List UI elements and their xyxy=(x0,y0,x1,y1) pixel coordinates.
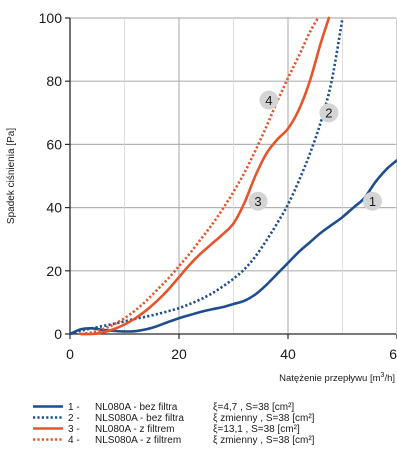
curve-marker-circle xyxy=(248,191,268,211)
x-axis-label-suffix: /h] xyxy=(384,373,395,384)
x-axis-label: Natężenie przepływu [m3/h] xyxy=(279,372,395,384)
y-tick-label: 40 xyxy=(46,200,62,216)
legend-number: 1 - xyxy=(68,402,80,413)
y-tick-label: 20 xyxy=(46,263,62,279)
curve-marker-circle xyxy=(319,103,339,123)
curve-marker-label: 3 xyxy=(254,194,261,209)
legend-number: 2 - xyxy=(68,413,80,424)
legend-number: 3 - xyxy=(68,424,80,435)
tick-labels: 0 20 40 60 80 100 0 20 40 60 xyxy=(39,10,397,362)
legend-name: NL080A - bez filtra xyxy=(95,402,178,413)
curve-marker-label: 2 xyxy=(325,105,332,120)
legend-param: ξ=4,7 , S=38 [cm²] xyxy=(213,402,294,413)
x-tick-label: 40 xyxy=(280,346,296,362)
y-tick-label: 0 xyxy=(54,326,62,342)
series-lines xyxy=(68,16,397,336)
y-tick-label: 100 xyxy=(39,10,63,26)
curve-marker-4: 4 xyxy=(259,90,279,110)
curve-marker-circle xyxy=(362,191,382,211)
legend: 1 - NL080A - bez filtra ξ=4,7 , S=38 [cm²]… xyxy=(33,402,315,446)
legend-item-4: 4 - NLS080A - z filtrem ξ zmienny , S=38 [… xyxy=(33,435,315,446)
series-line-1 xyxy=(68,158,397,336)
curve-marker-circle xyxy=(259,90,279,110)
legend-name: NLS080A - z filtrem xyxy=(95,435,181,446)
curve-marker-2: 2 xyxy=(319,103,339,123)
x-tick-label: 0 xyxy=(66,346,74,362)
legend-item-1: 1 - NL080A - bez filtra ξ=4,7 , S=38 [cm²] xyxy=(33,402,294,413)
axes xyxy=(65,17,397,339)
legend-name: NLS080A - bez filtra xyxy=(95,413,184,424)
x-axis-label-prefix: Natężenie przepływu [m xyxy=(279,373,380,384)
curve-marker-label: 4 xyxy=(265,93,272,108)
y-tick-label: 60 xyxy=(46,136,62,152)
x-axis-label-sup: 3 xyxy=(381,372,385,379)
curve-marker-3: 3 xyxy=(248,191,268,211)
legend-param: ξ=13,1 , S=38 [cm²] xyxy=(213,424,300,435)
x-tick-label: 20 xyxy=(171,346,187,362)
legend-name: NL080A - z filtrem xyxy=(95,424,174,435)
legend-number: 4 - xyxy=(68,435,80,446)
legend-param: ξ zmienny , S=38 [cm²] xyxy=(213,413,315,424)
x-tick-label: 60 xyxy=(389,346,397,362)
grid xyxy=(70,17,397,334)
plot-area xyxy=(70,18,396,334)
legend-item-3: 3 - NL080A - z filtrem ξ=13,1 , S=38 [cm²] xyxy=(33,424,300,435)
y-axis-label: Spadek ciśnienia [Pa] xyxy=(6,128,17,224)
series-line-3 xyxy=(79,16,331,336)
series-line-4 xyxy=(80,17,320,336)
legend-param: ξ zmienny , S=38 [cm²] xyxy=(213,435,315,446)
y-tick-label: 80 xyxy=(46,73,62,89)
curve-marker-label: 1 xyxy=(369,194,376,209)
curve-markers: 1 2 3 4 xyxy=(248,90,382,211)
legend-item-2: 2 - NLS080A - bez filtra ξ zmienny , S=38 … xyxy=(33,413,315,424)
curve-marker-1: 1 xyxy=(362,191,382,211)
